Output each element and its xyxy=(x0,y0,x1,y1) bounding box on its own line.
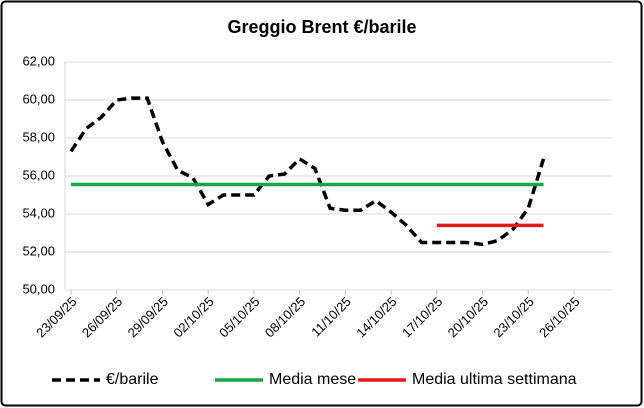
legend-label: Media mese xyxy=(269,371,356,388)
legend-label: Media ultima settimana xyxy=(412,371,577,388)
y-tick-label: 50,00 xyxy=(22,281,55,296)
y-tick-label: 62,00 xyxy=(22,53,55,68)
legend-label: €/barile xyxy=(106,371,159,388)
chart-title: Greggio Brent €/barile xyxy=(227,17,416,37)
y-tick-label: 60,00 xyxy=(22,91,55,106)
y-tick-label: 58,00 xyxy=(22,129,55,144)
y-tick-label: 52,00 xyxy=(22,243,55,258)
y-tick-label: 56,00 xyxy=(22,167,55,182)
series-line xyxy=(69,96,546,247)
y-tick-label: 54,00 xyxy=(22,205,55,220)
